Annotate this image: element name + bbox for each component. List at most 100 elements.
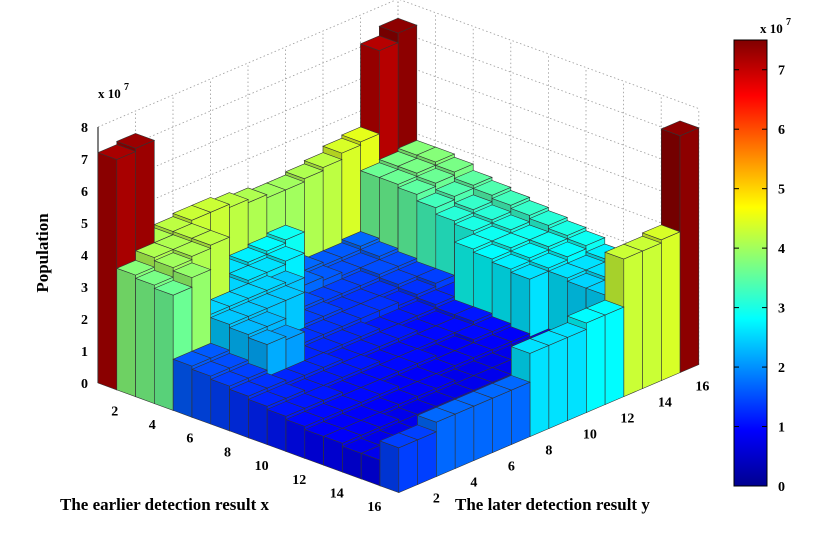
bar-face-right [660, 231, 681, 382]
bar-face-left [248, 398, 268, 446]
colorbar-tick-label: 7 [778, 64, 785, 79]
bar-face-top [209, 370, 250, 387]
y-tick-label: 12 [620, 412, 634, 427]
bar-face-top [472, 180, 512, 196]
bar-face-right [679, 127, 700, 374]
bar-face-top [190, 229, 231, 246]
bar-face-top [528, 252, 569, 269]
bar-face-top [379, 432, 419, 449]
bar-face-top [284, 163, 324, 180]
bar-face-top [247, 391, 287, 407]
z-tick-label: 6 [81, 185, 88, 200]
z-tick-label: 3 [81, 281, 88, 296]
bar-face-top [434, 156, 475, 173]
bar-face-top [528, 210, 569, 226]
y-tick-label: 6 [508, 460, 515, 475]
bar-face-top [172, 262, 212, 278]
bar-face-right [567, 328, 587, 422]
bar-face-left [116, 267, 136, 398]
colorbar-exponent: 7 [786, 17, 791, 28]
bar-face-top [416, 146, 456, 163]
bar-face-left [172, 358, 193, 418]
bar-face-top [247, 329, 287, 345]
bar-face-right [548, 336, 568, 430]
x-tick-label: 10 [255, 459, 269, 474]
bar-face-top [191, 360, 231, 377]
x-tick-label: 8 [224, 445, 231, 460]
bar-face-left [135, 277, 155, 405]
z-tick-label: 7 [81, 153, 88, 168]
z-tick-label: 0 [81, 377, 88, 392]
grid-line-z [97, 0, 699, 128]
bar-face-right [623, 250, 643, 398]
bar-face-top [416, 192, 456, 209]
bar-face-top [359, 35, 399, 52]
bar-face-left [266, 408, 287, 452]
bar-face-top [153, 280, 193, 296]
x-axis-label: The earlier detection result x [60, 495, 269, 514]
x-tick-label: 16 [367, 500, 381, 515]
bar-face-left [191, 368, 212, 425]
x-tick-label: 12 [292, 473, 306, 488]
colorbar-multiplier: x 10 [760, 21, 783, 36]
colorbar-ticks: 0 1 2 3 4 5 6 7 [734, 64, 785, 495]
bar-face-top [303, 152, 343, 168]
bar-face-top [359, 259, 400, 275]
bar-face-left [210, 378, 230, 432]
bar-face-right [398, 439, 418, 494]
bar-face-top [228, 319, 268, 335]
bar-face-top [265, 224, 306, 241]
colorbar-tick-label: 3 [778, 302, 785, 317]
z-tick-label: 8 [81, 121, 88, 136]
colorbar-tick-label: 1 [778, 421, 785, 436]
bar-face-top [491, 190, 531, 206]
bar-face-right [435, 413, 456, 478]
z-tick-label: 5 [81, 217, 88, 232]
bar-face-top [285, 411, 325, 427]
bar-face-right [454, 405, 475, 470]
bar-face-left [97, 152, 118, 391]
z-tick-label: 2 [81, 313, 88, 328]
bar-face-top [547, 241, 587, 258]
bar-face-right [529, 344, 550, 438]
bar-face-top [397, 179, 437, 195]
grid-line-z [97, 94, 699, 224]
bars [97, 17, 700, 494]
bar-face-top [266, 401, 306, 417]
bar-face-top [416, 407, 456, 423]
grid-line-z [97, 62, 699, 192]
bar-face-top [566, 230, 606, 246]
bar-face-top [209, 309, 250, 325]
bar-face-left [229, 388, 249, 439]
colorbar-tick-label: 4 [778, 242, 785, 257]
bar-face-top [322, 428, 362, 444]
bar-face-top [378, 17, 418, 34]
y-axis-label: The later detection result y [455, 495, 650, 514]
z-exponent: 7 [124, 82, 129, 93]
bar-face-top [172, 350, 212, 367]
bar-face-top [228, 380, 268, 397]
bar-face-top [172, 241, 212, 257]
y-tick-label: 2 [433, 492, 440, 507]
bar-face-left [379, 440, 400, 494]
colorbar-tick-label: 0 [778, 480, 785, 495]
bar-face-right [510, 381, 531, 446]
colorbar-tick-label: 2 [778, 361, 785, 376]
bar-face-right [473, 397, 493, 462]
bar-face-left [154, 287, 174, 411]
bar-face-top [453, 324, 494, 340]
bar-face-right [417, 431, 437, 486]
bar-face-top [97, 144, 137, 160]
y-tick-label: 4 [470, 476, 477, 491]
y-tick-label: 16 [695, 380, 709, 395]
bar-face-top [322, 137, 362, 154]
bar-face-right [492, 389, 512, 454]
bar-face-top [115, 133, 156, 149]
bar-face-top [228, 265, 268, 281]
bar-face-top [340, 126, 381, 143]
bar [379, 432, 419, 494]
bar-face-top [641, 224, 681, 241]
bar-face-top [566, 307, 606, 324]
